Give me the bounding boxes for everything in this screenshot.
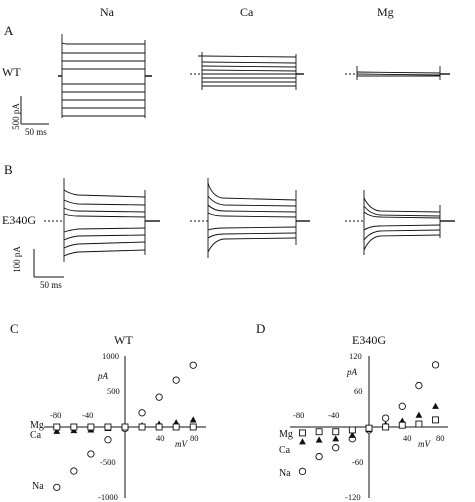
panel-c-title: WT bbox=[114, 333, 133, 347]
iv-d-ca-point-2 bbox=[332, 435, 340, 442]
panel-d-y-unit: pA bbox=[347, 367, 357, 377]
panel-b-row-label: E340G bbox=[2, 213, 36, 227]
panel-b-traces bbox=[44, 178, 455, 262]
panel-d-ytick-120: 120 bbox=[349, 351, 362, 361]
panel-d-xtick-80: 80 bbox=[436, 433, 445, 443]
panel-a-scale-x-label: 50 ms bbox=[25, 127, 47, 137]
column-header-mg: Mg bbox=[377, 5, 394, 19]
panel-c-label-na: Na bbox=[32, 481, 44, 492]
iv-c-ca-point-8 bbox=[189, 416, 197, 423]
iv-d-na-point-0 bbox=[298, 467, 307, 476]
panel-c-xtick-neg40: -40 bbox=[82, 410, 94, 420]
iv-c-na-point-0 bbox=[53, 483, 61, 491]
panel-d-ytick-60: 60 bbox=[354, 386, 363, 396]
iv-plot-d-marks bbox=[298, 361, 440, 476]
iv-d-mg-point-0 bbox=[299, 429, 306, 437]
iv-c-mg-point-1 bbox=[70, 423, 78, 431]
iv-c-na-point-3 bbox=[104, 436, 112, 444]
iv-d-na-point-7 bbox=[415, 381, 423, 390]
panel-d-x-unit: mV bbox=[418, 439, 430, 449]
iv-d-ca-point-3 bbox=[348, 431, 356, 438]
iv-d-ca-point-8 bbox=[432, 402, 439, 409]
panel-c-ytick-neg1000: -1000 bbox=[98, 492, 118, 502]
panel-c-y-unit: pA bbox=[98, 371, 108, 381]
iv-d-mg-point-4 bbox=[365, 424, 373, 432]
iv-d-ca-point-0 bbox=[299, 438, 306, 445]
iv-d-na-point-2 bbox=[332, 444, 340, 452]
iv-c-mg-point-7 bbox=[172, 423, 180, 431]
iv-d-mg-point-2 bbox=[332, 428, 340, 436]
panel-c-ytick-1000: 1000 bbox=[102, 351, 119, 361]
iv-c-na-point-5 bbox=[138, 409, 146, 417]
iv-d-na-point-5 bbox=[381, 414, 390, 422]
iv-d-mg-point-5 bbox=[382, 423, 390, 431]
column-header-na: Na bbox=[100, 5, 114, 19]
panel-a-letter: A bbox=[4, 23, 14, 38]
panel-c-label-ca: Ca bbox=[30, 430, 42, 441]
panel-d-label-na: Na bbox=[279, 468, 291, 479]
iv-c-na-point-6 bbox=[155, 393, 163, 401]
iv-c-na-point-1 bbox=[70, 467, 78, 475]
iv-d-ca-point-1 bbox=[315, 436, 323, 443]
iv-c-mg-point-8 bbox=[189, 423, 197, 431]
iv-c-mg-point-0 bbox=[53, 423, 61, 431]
panel-d-xtick-40: 40 bbox=[403, 433, 412, 443]
panel-d-title: E340G bbox=[352, 333, 386, 347]
iv-d-na-point-6 bbox=[398, 402, 406, 410]
panel-d-letter: D bbox=[256, 321, 266, 336]
iv-d-ca-point-7 bbox=[415, 411, 423, 418]
iv-c-mg-point-4 bbox=[121, 423, 129, 431]
iv-c-mg-point-5 bbox=[138, 423, 146, 431]
iv-d-mg-point-7 bbox=[415, 420, 423, 428]
panel-c-ytick-500: 500 bbox=[107, 386, 120, 396]
panel-d-xtick-neg40: -40 bbox=[328, 410, 340, 420]
panel-c-xtick-40: 40 bbox=[156, 433, 165, 443]
column-header-ca: Ca bbox=[240, 5, 254, 19]
iv-d-na-point-1 bbox=[315, 452, 323, 461]
iv-c-mg-point-6 bbox=[155, 423, 163, 431]
panel-a-row-label: WT bbox=[2, 65, 21, 79]
panel-b-scale-bar bbox=[33, 249, 64, 278]
iv-c-na-point-8 bbox=[189, 361, 197, 369]
iv-c-na-point-7 bbox=[172, 376, 180, 384]
iv-d-mg-point-1 bbox=[315, 428, 323, 436]
panel-d-ytick-neg120: -120 bbox=[345, 492, 361, 502]
panel-c-ytick-neg500: -500 bbox=[100, 457, 116, 467]
iv-d-mg-point-3 bbox=[348, 426, 356, 434]
panel-a-traces bbox=[58, 34, 450, 118]
panel-c-x-unit: mV bbox=[175, 439, 187, 449]
iv-d-na-point-8 bbox=[431, 361, 440, 369]
panel-c-letter: C bbox=[10, 321, 19, 336]
panel-b-scale-x-label: 50 ms bbox=[40, 280, 62, 290]
panel-c-xtick-80: 80 bbox=[190, 433, 199, 443]
iv-d-mg-point-6 bbox=[398, 421, 406, 429]
panel-b-letter: B bbox=[4, 162, 13, 177]
panel-d-xtick-neg80: -80 bbox=[293, 410, 305, 420]
panel-c-label-mg: Mg bbox=[30, 420, 44, 431]
panel-d-label-ca: Ca bbox=[279, 445, 291, 456]
panel-d-label-mg: Mg bbox=[279, 429, 293, 440]
iv-c-mg-point-2 bbox=[87, 423, 95, 431]
iv-d-mg-point-8 bbox=[432, 416, 439, 424]
iv-plot-c-marks bbox=[53, 361, 197, 491]
iv-c-mg-point-3 bbox=[104, 423, 112, 431]
iv-c-ca-point-0 bbox=[53, 427, 61, 434]
panel-d-ytick-neg60: -60 bbox=[352, 457, 364, 467]
panel-a-scale-bar bbox=[20, 96, 49, 125]
iv-c-na-point-2 bbox=[87, 450, 95, 458]
panel-c-xtick-neg80: -80 bbox=[50, 410, 62, 420]
